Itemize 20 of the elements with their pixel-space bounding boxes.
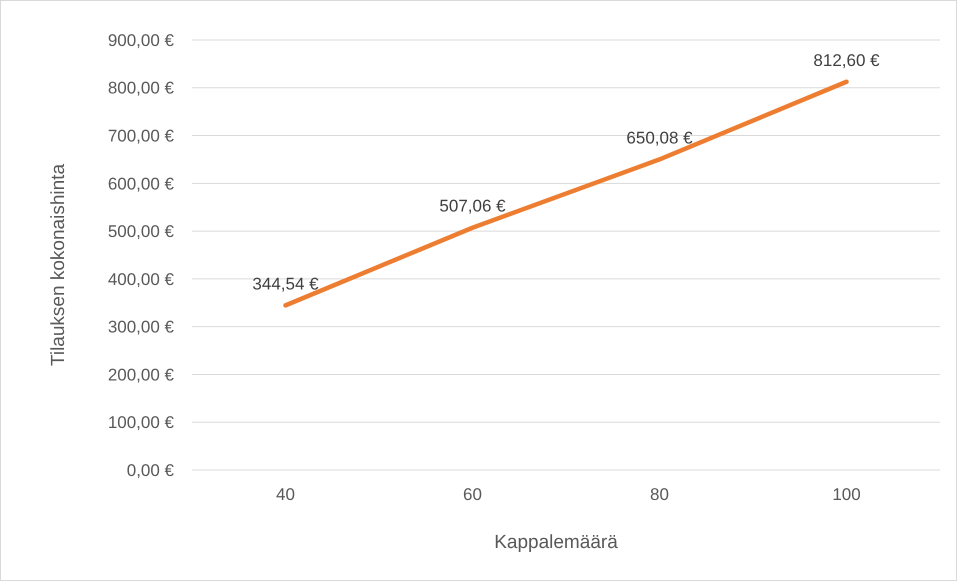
y-tick-label: 200,00 € bbox=[108, 365, 175, 384]
x-tick-label: 40 bbox=[276, 485, 295, 504]
y-tick-label: 700,00 € bbox=[108, 126, 175, 146]
data-label: 344,54 € bbox=[252, 274, 320, 294]
y-tick-label: 900,00 € bbox=[108, 30, 175, 50]
y-tick-label: 0,00 € bbox=[126, 460, 175, 480]
x-tick-label: 60 bbox=[463, 485, 482, 504]
x-axis-title: Kappalemäärä bbox=[494, 532, 618, 553]
x-tick-label: 80 bbox=[650, 485, 669, 504]
data-label: 650,08 € bbox=[626, 128, 694, 148]
data-label: 507,06 € bbox=[439, 196, 506, 216]
y-tick-label: 800,00 € bbox=[108, 78, 175, 98]
y-tick-label: 500,00 € bbox=[108, 222, 175, 242]
x-tick-label: 100 bbox=[832, 485, 861, 504]
y-tick-label: 400,00 € bbox=[108, 270, 175, 289]
y-tick-label: 100,00 € bbox=[108, 413, 175, 432]
y-tick-label: 600,00 € bbox=[108, 174, 175, 194]
data-label: 812,60 € bbox=[813, 50, 880, 70]
y-axis-title: Tilauksen kokonaishinta bbox=[48, 164, 69, 366]
y-tick-label: 300,00 € bbox=[108, 318, 175, 337]
